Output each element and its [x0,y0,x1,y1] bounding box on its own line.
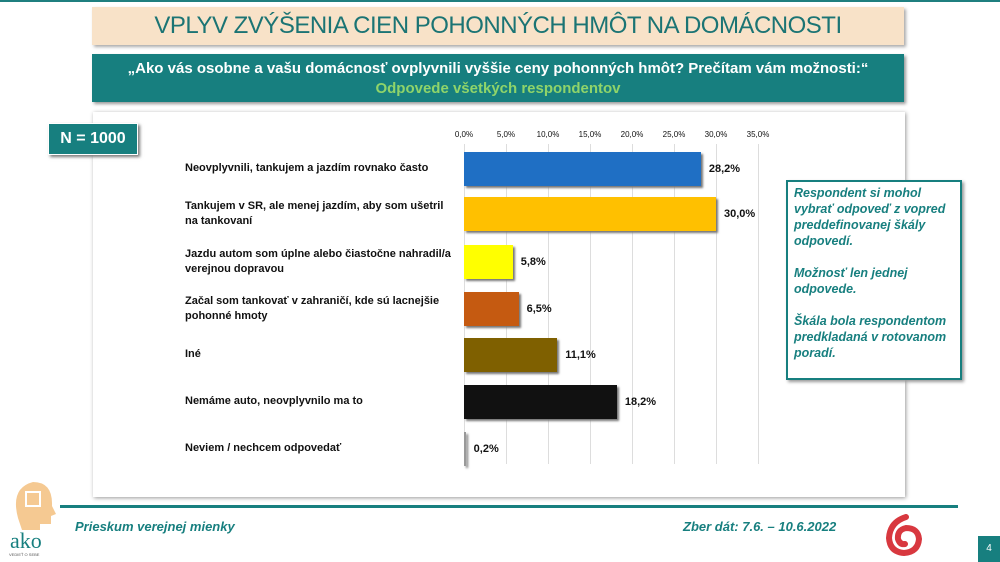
top-line [0,0,1000,2]
note-1: Respondent si mohol vybrať odpoveď z vop… [794,186,946,248]
logo-tagline: VEDIEŤ O SEBE [9,552,40,557]
data-label: 0,2% [473,443,499,455]
partner-logo-icon [885,514,923,556]
category-label: Jazdu autom som úplne alebo čiastočne na… [185,248,451,275]
tick-label: 0,0% [454,130,474,139]
tick-label: 5,0% [496,130,516,139]
gridline [716,144,717,464]
gridline [758,144,759,464]
tick-label: 20,0% [620,130,644,139]
category-label: Tankujem v SR, ale menej jazdím, aby som… [185,200,444,227]
bar [464,432,466,466]
question-banner: „Ako vás osobne a vašu domácnosť ovplyvn… [92,54,904,102]
tick-label: 30,0% [704,130,728,139]
note-2: Možnosť len jednej odpovede. [794,266,908,296]
page-title: VPLYV ZVÝŠENIA CIEN POHONNÝCH HMÔT NA DO… [92,7,904,45]
sample-size-badge: N = 1000 [48,123,138,155]
tick-label: 15,0% [578,130,602,139]
gridline [632,144,633,464]
question-text: „Ako vás osobne a vašu domácnosť ovplyvn… [127,60,869,77]
data-label: 30,0% [724,208,756,220]
ako-logo: ako VEDIEŤ O SEBE [9,482,56,557]
bar [464,338,558,372]
bar [464,292,519,326]
tick-label: 25,0% [662,130,686,139]
data-label: 5,8% [520,256,546,268]
tick-label: 10,0% [536,130,560,139]
logo-text: ako [10,528,42,553]
gridline [590,144,591,464]
category-label: Nemáme auto, neovplyvnilo ma to [185,395,363,407]
gridline [674,144,675,464]
subtitle: Odpovede všetkých respondentov [375,80,621,97]
tick-label: 35,0% [746,130,770,139]
footer-divider [60,505,958,508]
category-label: Iné [185,348,201,360]
bar [464,385,617,419]
category-label: Neviem / nechcem odpovedať [185,442,342,454]
footer-survey: Prieskum verejnej mienky [75,519,235,534]
data-label: 11,1% [565,349,596,361]
note-box: Respondent si mohol vybrať odpoveď z vop… [786,180,962,380]
category-label: Začal som tankovať v zahraničí, kde sú l… [185,295,440,322]
data-label: 28,2% [708,163,741,175]
bar [464,152,701,186]
bar [464,245,513,279]
gridline [548,144,549,464]
note-3: Škála bola respondentom predkladaná v ro… [794,314,947,360]
page-number: 4 [978,536,1000,562]
data-label: 6,5% [526,303,552,315]
category-label: Neovplyvnili, tankujem a jazdím rovnako … [185,162,429,174]
bar [464,197,716,231]
footer-date: Zber dát: 7.6. – 10.6.2022 [683,519,837,534]
data-label: 18,2% [624,396,657,408]
